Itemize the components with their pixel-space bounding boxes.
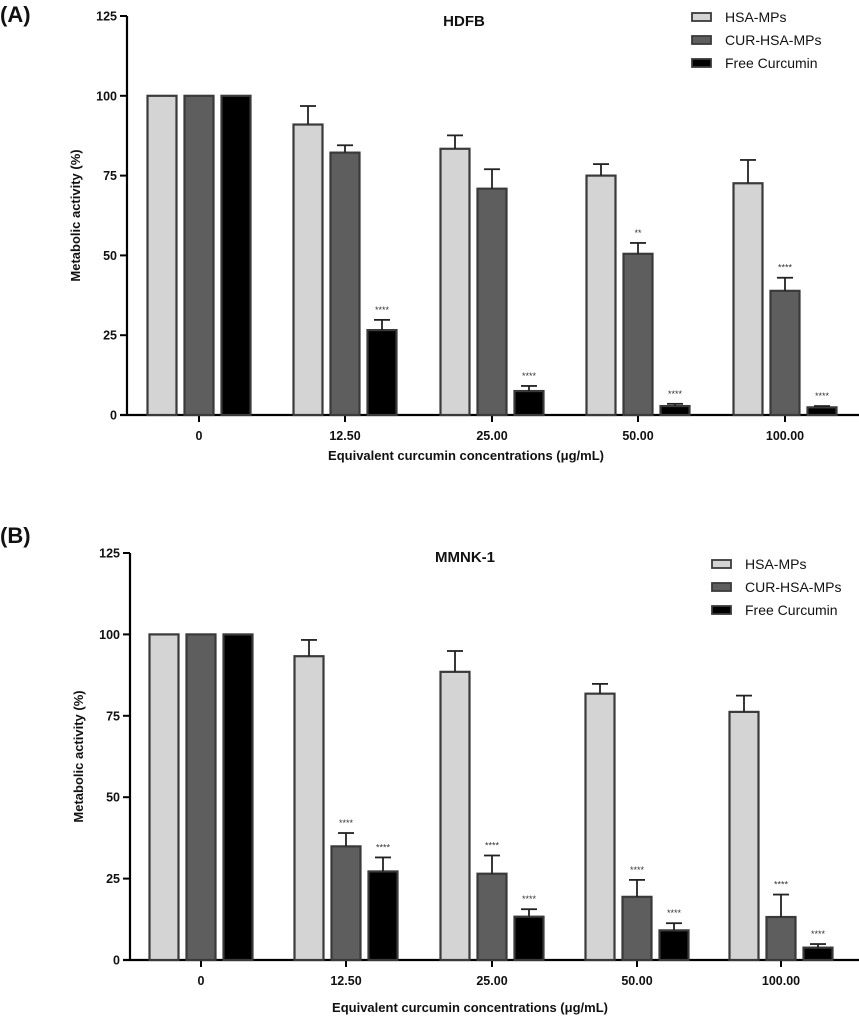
x-axis-label: Equivalent curcumin concentrations (μg/m… bbox=[332, 1000, 608, 1015]
y-axis-label: Metabolic activity (%) bbox=[68, 149, 83, 281]
y-tick-label: 50 bbox=[106, 791, 120, 805]
legend-label: Free Curcumin bbox=[725, 55, 818, 71]
x-axis-label: Equivalent curcumin concentrations (μg/m… bbox=[328, 448, 604, 463]
x-tick-label: 100.00 bbox=[766, 429, 804, 443]
bar-free-curcumin bbox=[806, 406, 838, 417]
significance-label: **** bbox=[667, 908, 682, 918]
significance-label: **** bbox=[522, 371, 537, 381]
bar-hsa-mps bbox=[585, 174, 617, 417]
significance-label: **** bbox=[815, 391, 830, 401]
x-tick-label: 0 bbox=[198, 974, 205, 988]
legend-label: HSA-MPs bbox=[725, 9, 786, 25]
bar-cur-hsa-mps bbox=[330, 845, 362, 962]
bar-free-curcumin bbox=[513, 389, 545, 417]
x-tick-label: 25.00 bbox=[476, 974, 507, 988]
chart-panel-a: (A) HDFB 0 25 50 75 100 125 Metabolic activity (… bbox=[0, 2, 859, 463]
x-tick-label: 12.50 bbox=[329, 429, 360, 443]
significance-label: ** bbox=[634, 228, 642, 238]
significance-label: **** bbox=[339, 818, 354, 828]
bar-cur-hsa-mps bbox=[622, 252, 654, 417]
bar-cur-hsa-mps bbox=[329, 151, 361, 417]
bar-hsa-mps bbox=[293, 655, 325, 962]
y-axis-label: Metabolic activity (%) bbox=[71, 690, 86, 822]
y-tick-label: 100 bbox=[99, 628, 120, 642]
x-tick-label: 25.00 bbox=[476, 429, 507, 443]
bar-cur-hsa-mps bbox=[621, 895, 653, 962]
panel-label: (A) bbox=[0, 2, 31, 27]
bar-hsa-mps bbox=[584, 692, 616, 962]
bar-hsa-mps bbox=[146, 94, 178, 417]
bar-cur-hsa-mps bbox=[476, 187, 508, 417]
y-tick-label: 25 bbox=[103, 329, 117, 343]
significance-label: **** bbox=[668, 389, 683, 399]
significance-label: **** bbox=[630, 865, 645, 875]
legend-label: Free Curcumin bbox=[745, 602, 838, 618]
legend-label: CUR-HSA-MPs bbox=[745, 579, 841, 595]
chart-title: MMNK-1 bbox=[435, 549, 495, 566]
bar-hsa-mps bbox=[439, 670, 471, 962]
chart-title: HDFB bbox=[443, 13, 485, 30]
significance-label: **** bbox=[522, 894, 537, 904]
bar-hsa-mps bbox=[439, 147, 471, 417]
significance-label: **** bbox=[376, 842, 391, 852]
legend-swatch bbox=[691, 12, 712, 22]
significance-label: **** bbox=[778, 263, 793, 273]
x-tick-label: 12.50 bbox=[330, 974, 361, 988]
legend-swatch bbox=[711, 582, 732, 592]
significance-label: **** bbox=[811, 929, 826, 939]
legend-swatch bbox=[691, 58, 712, 68]
chart-panel-b: (B) MMNK-1 0 25 50 75 100 125 Metabolic activity… bbox=[0, 523, 859, 1015]
bar-hsa-mps bbox=[292, 123, 324, 417]
bar-cur-hsa-mps bbox=[765, 915, 797, 962]
significance-label: **** bbox=[774, 880, 789, 890]
x-tick-label: 50.00 bbox=[621, 974, 652, 988]
bar-hsa-mps bbox=[732, 182, 764, 417]
y-tick-label: 0 bbox=[110, 409, 117, 423]
bar-hsa-mps bbox=[148, 633, 180, 962]
y-tick-label: 75 bbox=[103, 169, 117, 183]
y-tick-label: 100 bbox=[96, 89, 117, 103]
bar-free-curcumin bbox=[802, 946, 834, 962]
x-tick-label: 50.00 bbox=[622, 429, 653, 443]
bar-free-curcumin bbox=[222, 633, 254, 962]
bar-cur-hsa-mps bbox=[476, 872, 508, 962]
y-tick-label: 125 bbox=[99, 547, 120, 561]
bar-free-curcumin bbox=[659, 404, 691, 417]
bar-free-curcumin bbox=[658, 929, 690, 962]
x-tick-label: 100.00 bbox=[762, 974, 800, 988]
x-tick-label: 0 bbox=[196, 429, 203, 443]
bar-free-curcumin bbox=[366, 328, 398, 417]
significance-label: **** bbox=[485, 840, 500, 850]
y-tick-label: 25 bbox=[106, 872, 120, 886]
bar-free-curcumin bbox=[367, 870, 399, 962]
legend-label: HSA-MPs bbox=[745, 556, 806, 572]
y-tick-label: 50 bbox=[103, 249, 117, 263]
y-tick-label: 75 bbox=[106, 709, 120, 723]
legend-swatch bbox=[711, 559, 732, 569]
legend-swatch bbox=[691, 35, 712, 45]
bar-hsa-mps bbox=[728, 710, 760, 962]
bar-cur-hsa-mps bbox=[183, 94, 215, 417]
bar-cur-hsa-mps bbox=[185, 633, 217, 962]
bar-free-curcumin bbox=[220, 94, 252, 417]
y-tick-label: 0 bbox=[113, 954, 120, 968]
significance-label: **** bbox=[375, 305, 390, 315]
legend-label: CUR-HSA-MPs bbox=[725, 32, 821, 48]
y-tick-label: 125 bbox=[96, 10, 117, 24]
panel-label: (B) bbox=[0, 523, 31, 548]
bar-free-curcumin bbox=[513, 915, 545, 962]
legend-swatch bbox=[711, 605, 732, 615]
bar-cur-hsa-mps bbox=[769, 289, 801, 417]
